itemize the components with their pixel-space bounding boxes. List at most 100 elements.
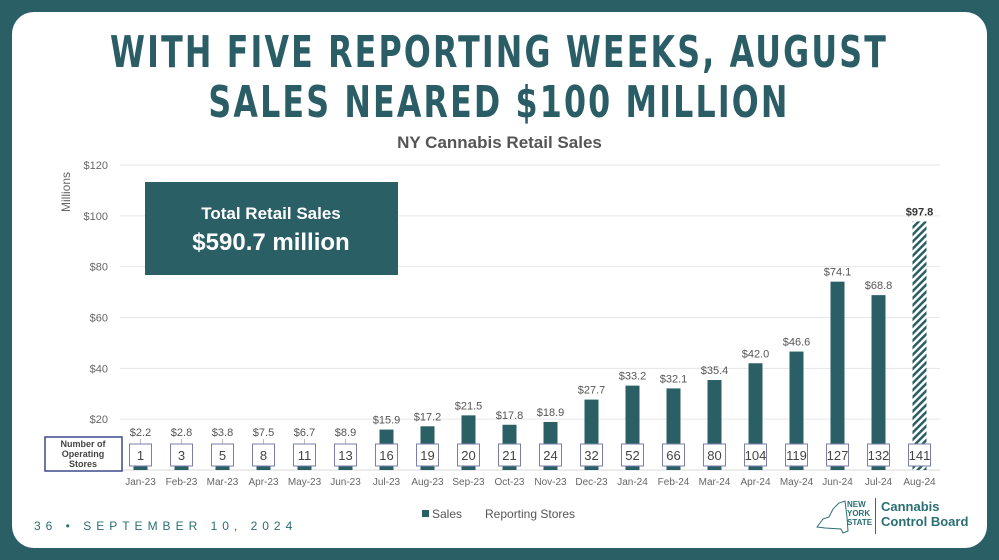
store-count-box bbox=[744, 443, 767, 467]
y-axis-label: Millions bbox=[59, 172, 73, 212]
store-count-box bbox=[375, 443, 398, 467]
store-count-label: 24 bbox=[543, 448, 557, 463]
store-count-label: 52 bbox=[625, 448, 639, 463]
store-count-box bbox=[457, 443, 480, 467]
sales-bar bbox=[748, 363, 763, 470]
store-count-box bbox=[621, 443, 644, 467]
sales-data-label: $7.5 bbox=[253, 427, 274, 439]
new-york-state-map-icon bbox=[816, 500, 849, 534]
sales-data-label: $2.2 bbox=[130, 427, 151, 439]
x-tick-label: Mar-23 bbox=[207, 477, 239, 488]
x-tick-label: Dec-23 bbox=[575, 477, 608, 488]
store-count-box bbox=[703, 443, 726, 467]
x-tick-label: Feb-24 bbox=[658, 477, 690, 488]
store-count-label: 104 bbox=[745, 448, 767, 463]
stores-axis-label: Number of Operating Stores bbox=[61, 439, 107, 469]
store-count-label: 32 bbox=[584, 448, 598, 463]
y-tick-label: $80 bbox=[90, 262, 108, 274]
store-count-label: 127 bbox=[827, 448, 849, 463]
sales-data-label: $32.1 bbox=[660, 373, 688, 385]
sales-data-label: $2.8 bbox=[171, 427, 192, 439]
sales-data-label: $46.6 bbox=[783, 337, 811, 349]
x-tick-label: May-23 bbox=[288, 477, 322, 488]
store-count-label: 16 bbox=[379, 448, 393, 463]
store-count-box bbox=[498, 443, 521, 467]
store-count-box bbox=[539, 443, 562, 467]
total-sales-value: $590.7 million bbox=[192, 229, 349, 256]
sales-data-label: $42.0 bbox=[742, 348, 770, 360]
store-count-label: 3 bbox=[178, 448, 185, 463]
x-tick-label: Mar-24 bbox=[699, 477, 731, 488]
sales-data-label: $21.5 bbox=[455, 400, 483, 412]
sales-data-label: $18.9 bbox=[537, 407, 565, 419]
store-count-label: 8 bbox=[260, 448, 267, 463]
sales-data-label: $74.1 bbox=[824, 267, 852, 279]
sales-data-label: $33.2 bbox=[619, 371, 647, 383]
title-line-1: WITH FIVE REPORTING WEEKS, AUGUST bbox=[110, 27, 888, 78]
sales-data-label: $8.9 bbox=[335, 427, 356, 439]
store-count-box bbox=[293, 443, 316, 467]
title-line-2: SALES NEARED $100 MILLION bbox=[208, 77, 790, 128]
x-tick-label: Oct-23 bbox=[494, 477, 524, 488]
store-count-label: 80 bbox=[707, 448, 721, 463]
x-tick-label: Feb-23 bbox=[166, 477, 198, 488]
x-tick-label: Aug-23 bbox=[411, 477, 444, 488]
sales-bar bbox=[133, 464, 148, 470]
y-tick-label: $20 bbox=[90, 414, 108, 426]
x-tick-label: Sep-23 bbox=[452, 477, 485, 488]
slide-title: WITH FIVE REPORTING WEEKS, AUGUST SALES … bbox=[110, 28, 888, 128]
x-tick-label: Jan-24 bbox=[617, 477, 648, 488]
store-count-box bbox=[785, 443, 808, 467]
store-count-label: 119 bbox=[786, 448, 807, 463]
store-count-box bbox=[211, 443, 234, 467]
store-count-label: 13 bbox=[338, 448, 352, 463]
x-tick-label: Aug-24 bbox=[903, 477, 936, 488]
store-count-label: 132 bbox=[868, 448, 890, 463]
chart-title: NY Cannabis Retail Sales bbox=[397, 133, 602, 152]
store-count-box bbox=[908, 443, 931, 467]
store-count-box bbox=[867, 443, 890, 467]
sales-data-label: $15.9 bbox=[373, 415, 401, 427]
store-count-label: 66 bbox=[666, 448, 680, 463]
store-count-box bbox=[170, 443, 193, 467]
footer-date: 36 • SEPTEMBER 10, 2024 bbox=[34, 519, 298, 533]
store-count-label: 21 bbox=[502, 448, 516, 463]
store-count-box bbox=[252, 443, 275, 467]
sales-bar bbox=[789, 351, 804, 470]
store-count-label: 11 bbox=[298, 448, 312, 463]
sales-bar bbox=[871, 295, 886, 470]
sales-data-label: $17.2 bbox=[414, 411, 442, 423]
sales-data-label: $27.7 bbox=[578, 385, 606, 397]
x-tick-label: Jul-23 bbox=[373, 477, 401, 488]
store-count-box bbox=[826, 443, 849, 467]
y-tick-label: $100 bbox=[84, 211, 108, 223]
y-tick-label: $60 bbox=[90, 313, 108, 325]
store-count-label: 20 bbox=[461, 448, 475, 463]
store-count-box bbox=[334, 443, 357, 467]
legend-sales: Sales bbox=[432, 507, 462, 521]
sales-data-label: $35.4 bbox=[701, 365, 729, 377]
store-count-box bbox=[129, 443, 152, 467]
store-count-label: 19 bbox=[420, 448, 434, 463]
nys-ccb-logo: NEW YORK STATE Cannabis Control Board bbox=[815, 495, 975, 540]
store-count-label: 1 bbox=[137, 448, 144, 463]
x-tick-label: Apr-24 bbox=[740, 477, 770, 488]
total-sales-box bbox=[145, 182, 398, 275]
sales-data-label: $97.8 bbox=[906, 206, 934, 218]
store-count-box bbox=[416, 443, 439, 467]
sales-data-label: $68.8 bbox=[865, 280, 893, 292]
x-tick-label: Jun-23 bbox=[330, 477, 361, 488]
sales-data-label: $6.7 bbox=[294, 427, 315, 439]
sales-bar bbox=[912, 221, 927, 470]
nys-wordmark: NEW YORK STATE bbox=[847, 500, 873, 527]
y-tick-label: $120 bbox=[84, 160, 108, 172]
x-tick-label: Apr-23 bbox=[248, 477, 278, 488]
sales-data-label: $3.8 bbox=[212, 427, 233, 439]
total-sales-caption: Total Retail Sales bbox=[201, 204, 341, 223]
stores-label-box bbox=[44, 436, 123, 472]
sales-bar bbox=[830, 281, 845, 470]
sales-data-label: $17.8 bbox=[496, 410, 524, 422]
legend-sales-swatch bbox=[422, 510, 429, 517]
x-tick-label: Jan-23 bbox=[125, 477, 156, 488]
ccb-wordmark: Cannabis Control Board bbox=[881, 499, 969, 529]
